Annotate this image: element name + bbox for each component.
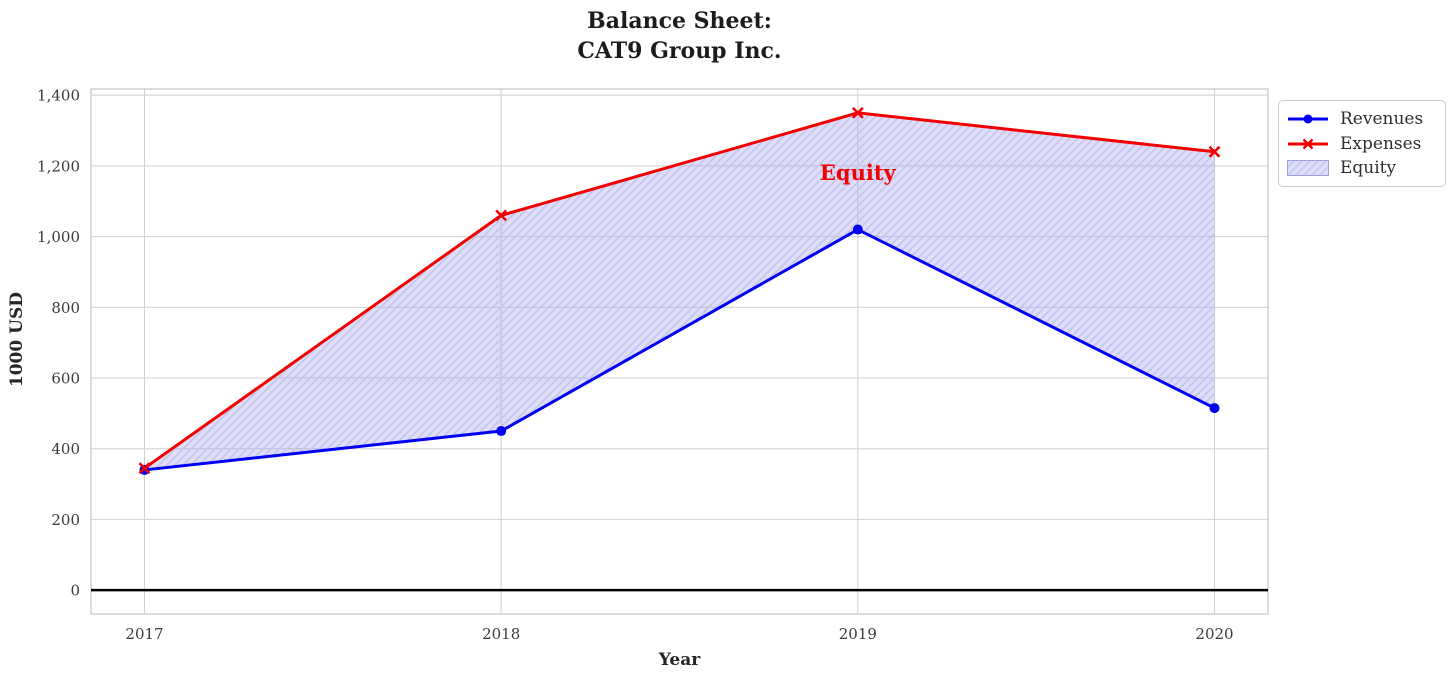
y-tick-label-400: 400 [51, 440, 80, 458]
revenues-point-2020 [1209, 403, 1220, 414]
legend-item-revenues: Revenues [1287, 109, 1437, 129]
legend-label-expenses: Expenses [1340, 133, 1422, 154]
equity-annotation: Equity [820, 160, 897, 185]
chart-title-line2: CAT9 Group Inc. [577, 38, 782, 64]
equity-fill-area [144, 112, 1215, 470]
x-axis-label: Year [658, 650, 701, 670]
expenses-line-swatch [1288, 138, 1328, 149]
revenues-point-2019 [852, 224, 863, 235]
expenses-line [143, 111, 1215, 470]
expenses-point-2020 [1208, 145, 1221, 158]
legend-item-expenses: Expenses [1287, 134, 1437, 154]
revenues-line-swatch [1288, 114, 1328, 124]
chart-title: Balance Sheet: CAT9 Group Inc. [91, 6, 1268, 66]
chart-title-line1: Balance Sheet: [587, 8, 772, 34]
x-tick-label-2018: 2018 [482, 625, 520, 643]
x-tick-label-2020: 2020 [1195, 625, 1233, 643]
legend-item-equity: Equity [1287, 158, 1437, 178]
y-tick-label-1,400: 1,400 [37, 87, 80, 105]
equity-patch-swatch [1287, 160, 1329, 177]
y-tick-label-1,000: 1,000 [37, 228, 80, 246]
y-tick-label-0: 0 [70, 582, 80, 600]
y-tick-label-200: 200 [51, 511, 80, 529]
expenses-point-2017 [138, 462, 151, 475]
revenues-point-2018 [496, 426, 507, 437]
x-tick-label-2019: 2019 [839, 625, 877, 643]
expenses-point-2019 [851, 106, 864, 119]
expenses-point-2018 [495, 209, 508, 222]
legend: Revenues Expenses Equity [1278, 100, 1446, 187]
x-tick-label-2017: 2017 [125, 625, 163, 643]
y-tick-label-800: 800 [51, 299, 80, 317]
y-tick-label-1,200: 1,200 [37, 157, 80, 175]
plot-frame [90, 88, 1269, 615]
legend-label-revenues: Revenues [1340, 108, 1424, 129]
revenues-line [144, 228, 1216, 472]
legend-label-equity: Equity [1340, 158, 1397, 179]
y-tick-label-600: 600 [51, 370, 80, 388]
y-axis-label: 1000 USD [7, 292, 27, 387]
